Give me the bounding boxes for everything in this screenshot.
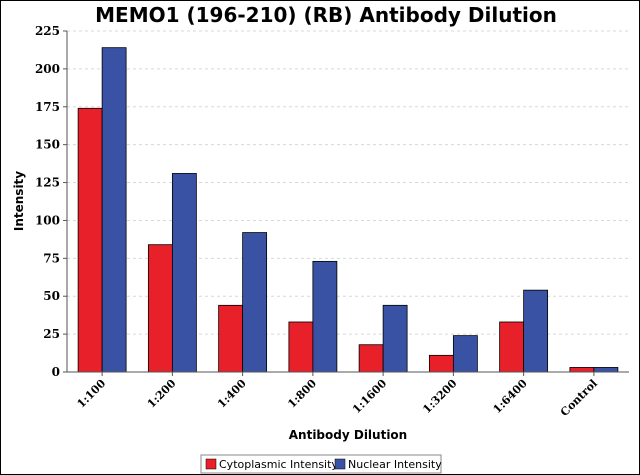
bar-nuclear <box>382 304 408 373</box>
bar-cytoplasmic <box>147 244 173 373</box>
x-tick-label: 1:3200 <box>420 377 459 416</box>
legend-label-cytoplasmic: Cytoplasmic Intensity <box>219 458 338 471</box>
x-axis-title: Antibody Dilution <box>289 428 407 442</box>
legend: Cytoplasmic Intensity Nuclear Intensity <box>200 454 442 474</box>
bar-cytoplasmic <box>358 344 384 373</box>
y-tick-label: 50 <box>43 289 60 303</box>
x-tick-label: 1:400 <box>215 377 249 411</box>
bar-nuclear <box>452 335 478 373</box>
bar-nuclear <box>171 173 197 373</box>
legend-box <box>200 454 442 474</box>
bar-cytoplasmic <box>428 354 454 373</box>
x-tick-label: 1:6400 <box>491 377 530 416</box>
bar-nuclear <box>523 289 549 373</box>
y-tick-label: 0 <box>52 365 60 379</box>
y-tick-label: 125 <box>35 176 60 190</box>
x-axis-ticks: 1:100 1:200 1:400 1:800 1:1600 1:3200 1:6400 Co… <box>75 372 600 419</box>
legend-swatch-nuclear <box>334 458 346 470</box>
legend-label-nuclear: Nuclear Intensity <box>348 458 442 471</box>
axes <box>66 31 629 373</box>
x-tick-label: 1:1600 <box>350 377 389 416</box>
y-tick-label: 225 <box>35 24 60 38</box>
bar-nuclear <box>312 260 338 373</box>
y-tick-label: 200 <box>35 62 60 76</box>
y-tick-label: 150 <box>35 138 60 152</box>
x-tick-label: 1:200 <box>145 377 179 411</box>
bar-nuclear <box>242 232 268 373</box>
bar-nuclear <box>593 367 619 373</box>
bar-cytoplasmic <box>218 304 244 373</box>
bar-cytoplasmic <box>77 107 103 373</box>
y-tick-label: 100 <box>35 213 60 227</box>
x-tick-label: 1:100 <box>75 377 109 411</box>
y-axis-title: Intensity <box>12 171 26 231</box>
bar-cytoplasmic <box>499 321 525 373</box>
x-tick-label: 1:800 <box>285 377 319 411</box>
y-tick-label: 25 <box>43 327 60 341</box>
bar-nuclear <box>101 47 127 373</box>
bar-cytoplasmic <box>288 321 314 373</box>
bar-cytoplasmic <box>569 367 595 373</box>
legend-swatch-cytoplasmic <box>205 458 217 470</box>
chart-title: MEMO1 (196-210) (RB) Antibody Dilution <box>95 3 557 27</box>
x-tick-label: Control <box>558 377 600 419</box>
y-tick-label: 75 <box>43 251 60 265</box>
y-axis-ticks: 0 25 50 75 100 125 150 175 200 225 <box>35 24 67 379</box>
y-tick-label: 175 <box>35 100 60 114</box>
bars <box>77 47 619 373</box>
